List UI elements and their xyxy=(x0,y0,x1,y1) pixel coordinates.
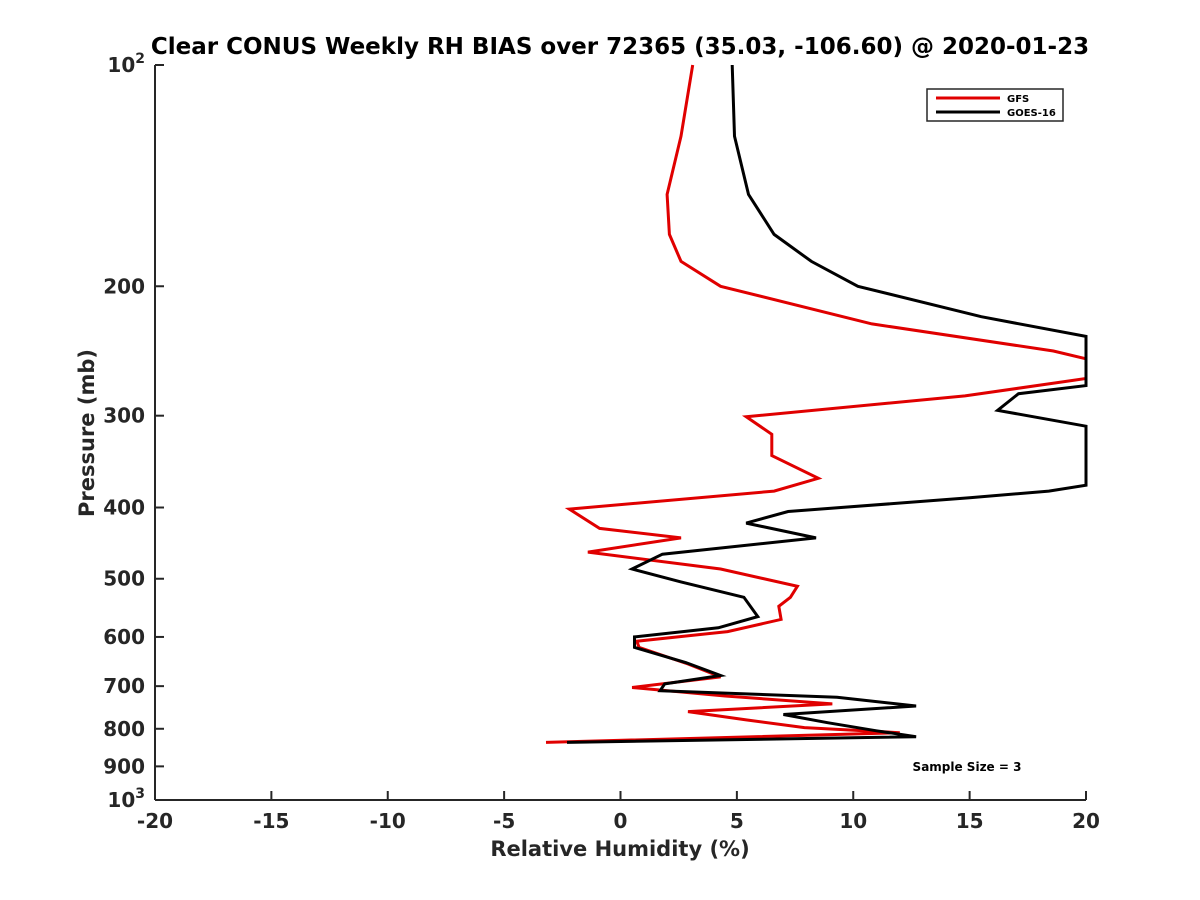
x-axis-ticks: -20 -15 -10 -5 0 5 10 15 20 xyxy=(137,791,1100,833)
x-tick-label: 20 xyxy=(1072,809,1100,833)
series-line-gfs xyxy=(545,64,1088,744)
y-tick-label: 102 xyxy=(107,51,145,77)
y-tick-label: 900 xyxy=(103,754,145,778)
x-tick-label: -15 xyxy=(253,809,289,833)
x-tick-label: 0 xyxy=(614,809,628,833)
legend-box xyxy=(926,88,1064,122)
series-line-goes16 xyxy=(566,64,1088,744)
y-tick-label: 300 xyxy=(103,404,145,428)
x-tick-label: -10 xyxy=(370,809,406,833)
y-axis-label: Pressure (mb) xyxy=(75,349,99,517)
y-tick-label: 600 xyxy=(103,625,145,649)
y-tick-label: 700 xyxy=(103,674,145,698)
legend: GFS GOES-16 xyxy=(926,88,1064,122)
sample-size-annotation: Sample Size = 3 xyxy=(913,760,1022,774)
x-tick-label: -5 xyxy=(493,809,515,833)
x-axis-label: Relative Humidity (%) xyxy=(490,837,749,861)
y-tick-label: 200 xyxy=(103,274,145,298)
x-tick-label: -20 xyxy=(137,809,173,833)
x-tick-label: 10 xyxy=(839,809,867,833)
y-tick-label: 400 xyxy=(103,496,145,520)
legend-label-gfs: GFS xyxy=(1007,94,1029,105)
y-axis-ticks: 102 200 300 400 500 600 700 800 900 103 xyxy=(103,51,164,812)
y-tick-label: 103 xyxy=(107,786,145,812)
y-tick-label: 500 xyxy=(103,567,145,591)
x-tick-label: 15 xyxy=(956,809,984,833)
series-group xyxy=(545,64,1088,744)
legend-label-goes16: GOES-16 xyxy=(1007,108,1056,119)
chart-title: Clear CONUS Weekly RH BIAS over 72365 (3… xyxy=(151,34,1089,60)
y-tick-label: 800 xyxy=(103,717,145,741)
x-tick-label: 5 xyxy=(730,809,744,833)
